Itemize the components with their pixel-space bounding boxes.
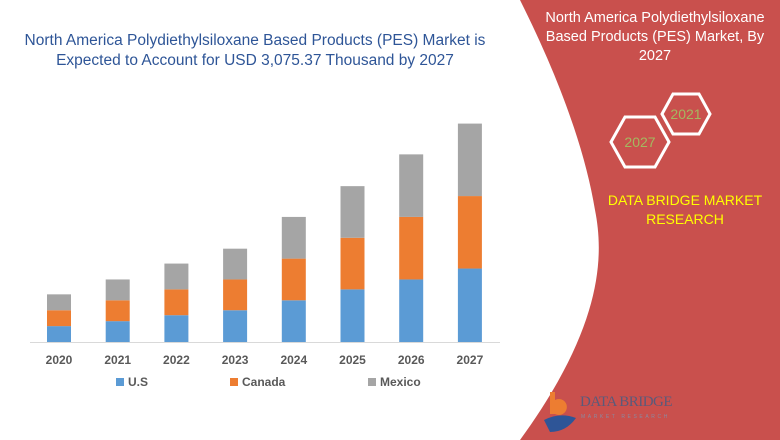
legend-item-canada: Canada [230, 375, 285, 389]
logo-name: DATA BRIDGE [580, 394, 673, 410]
logo-subtitle: MARKET RESEARCH [581, 414, 670, 420]
hexagon-2027 [609, 115, 671, 169]
legend-label: Canada [242, 375, 286, 389]
stacked-bar-chart: 2020 2021 2022 2023 2024 2025 2026 2027 [30, 123, 500, 367]
legend-item-mexico: Mexico [368, 375, 421, 389]
brand-text: DATA BRIDGE MARKET RESEARCH [607, 192, 763, 227]
red-panel [520, 0, 780, 440]
bar-mexico-2021 [105, 279, 130, 301]
x-tick-label: 2023 [222, 353, 249, 367]
x-tick-label: 2026 [398, 353, 425, 367]
bar-us-2025 [340, 289, 365, 342]
bar-mexico-2025 [340, 186, 365, 238]
bar-canada-2025 [340, 237, 365, 290]
bar-canada-2021 [105, 300, 130, 322]
legend-label: U.S [128, 375, 149, 389]
x-tick-label: 2027 [457, 353, 484, 367]
bar-canada-2024 [281, 258, 306, 301]
bar-mexico-2020 [47, 294, 71, 311]
bar-us-2027 [457, 268, 482, 342]
bar-us-2022 [164, 315, 189, 342]
x-tick-label: 2024 [280, 353, 307, 367]
legend-label: Mexico [380, 375, 421, 389]
hex-year: 2027 [624, 134, 656, 150]
legend-item-us: U.S [116, 375, 148, 389]
bar-us-2026 [399, 279, 424, 342]
side-panel-title: North America Polydiethylsiloxane Based … [545, 10, 765, 64]
chart-title: North America Polydiethylsiloxane Based … [24, 32, 486, 69]
legend-swatch [368, 378, 376, 386]
bar-mexico-2027 [457, 123, 482, 197]
legend-swatch [230, 378, 238, 386]
bar-canada-2026 [399, 216, 424, 280]
bar-canada-2020 [47, 310, 71, 327]
bar-canada-2023 [223, 279, 248, 311]
bar-us-2020 [47, 326, 71, 342]
bar-mexico-2024 [281, 216, 306, 259]
bar-canada-2022 [164, 289, 189, 316]
data-bridge-logo-icon [544, 392, 576, 432]
bar-us-2024 [281, 300, 306, 342]
bar-mexico-2022 [164, 263, 189, 290]
hex-label-2021: 2021 [662, 94, 710, 134]
hexagon-2021 [660, 92, 712, 136]
bar-us-2021 [105, 321, 130, 342]
hex-label-2027: 2027 [611, 117, 669, 167]
x-tick-label: 2025 [339, 353, 366, 367]
bar-mexico-2023 [223, 248, 248, 280]
x-tick-label: 2022 [163, 353, 190, 367]
hex-year: 2021 [670, 106, 702, 122]
bar-canada-2027 [457, 196, 482, 269]
bar-mexico-2026 [399, 154, 424, 217]
x-tick-label: 2021 [104, 353, 131, 367]
bar-us-2023 [223, 310, 248, 342]
x-tick-label: 2020 [46, 353, 73, 367]
legend-swatch [116, 378, 124, 386]
